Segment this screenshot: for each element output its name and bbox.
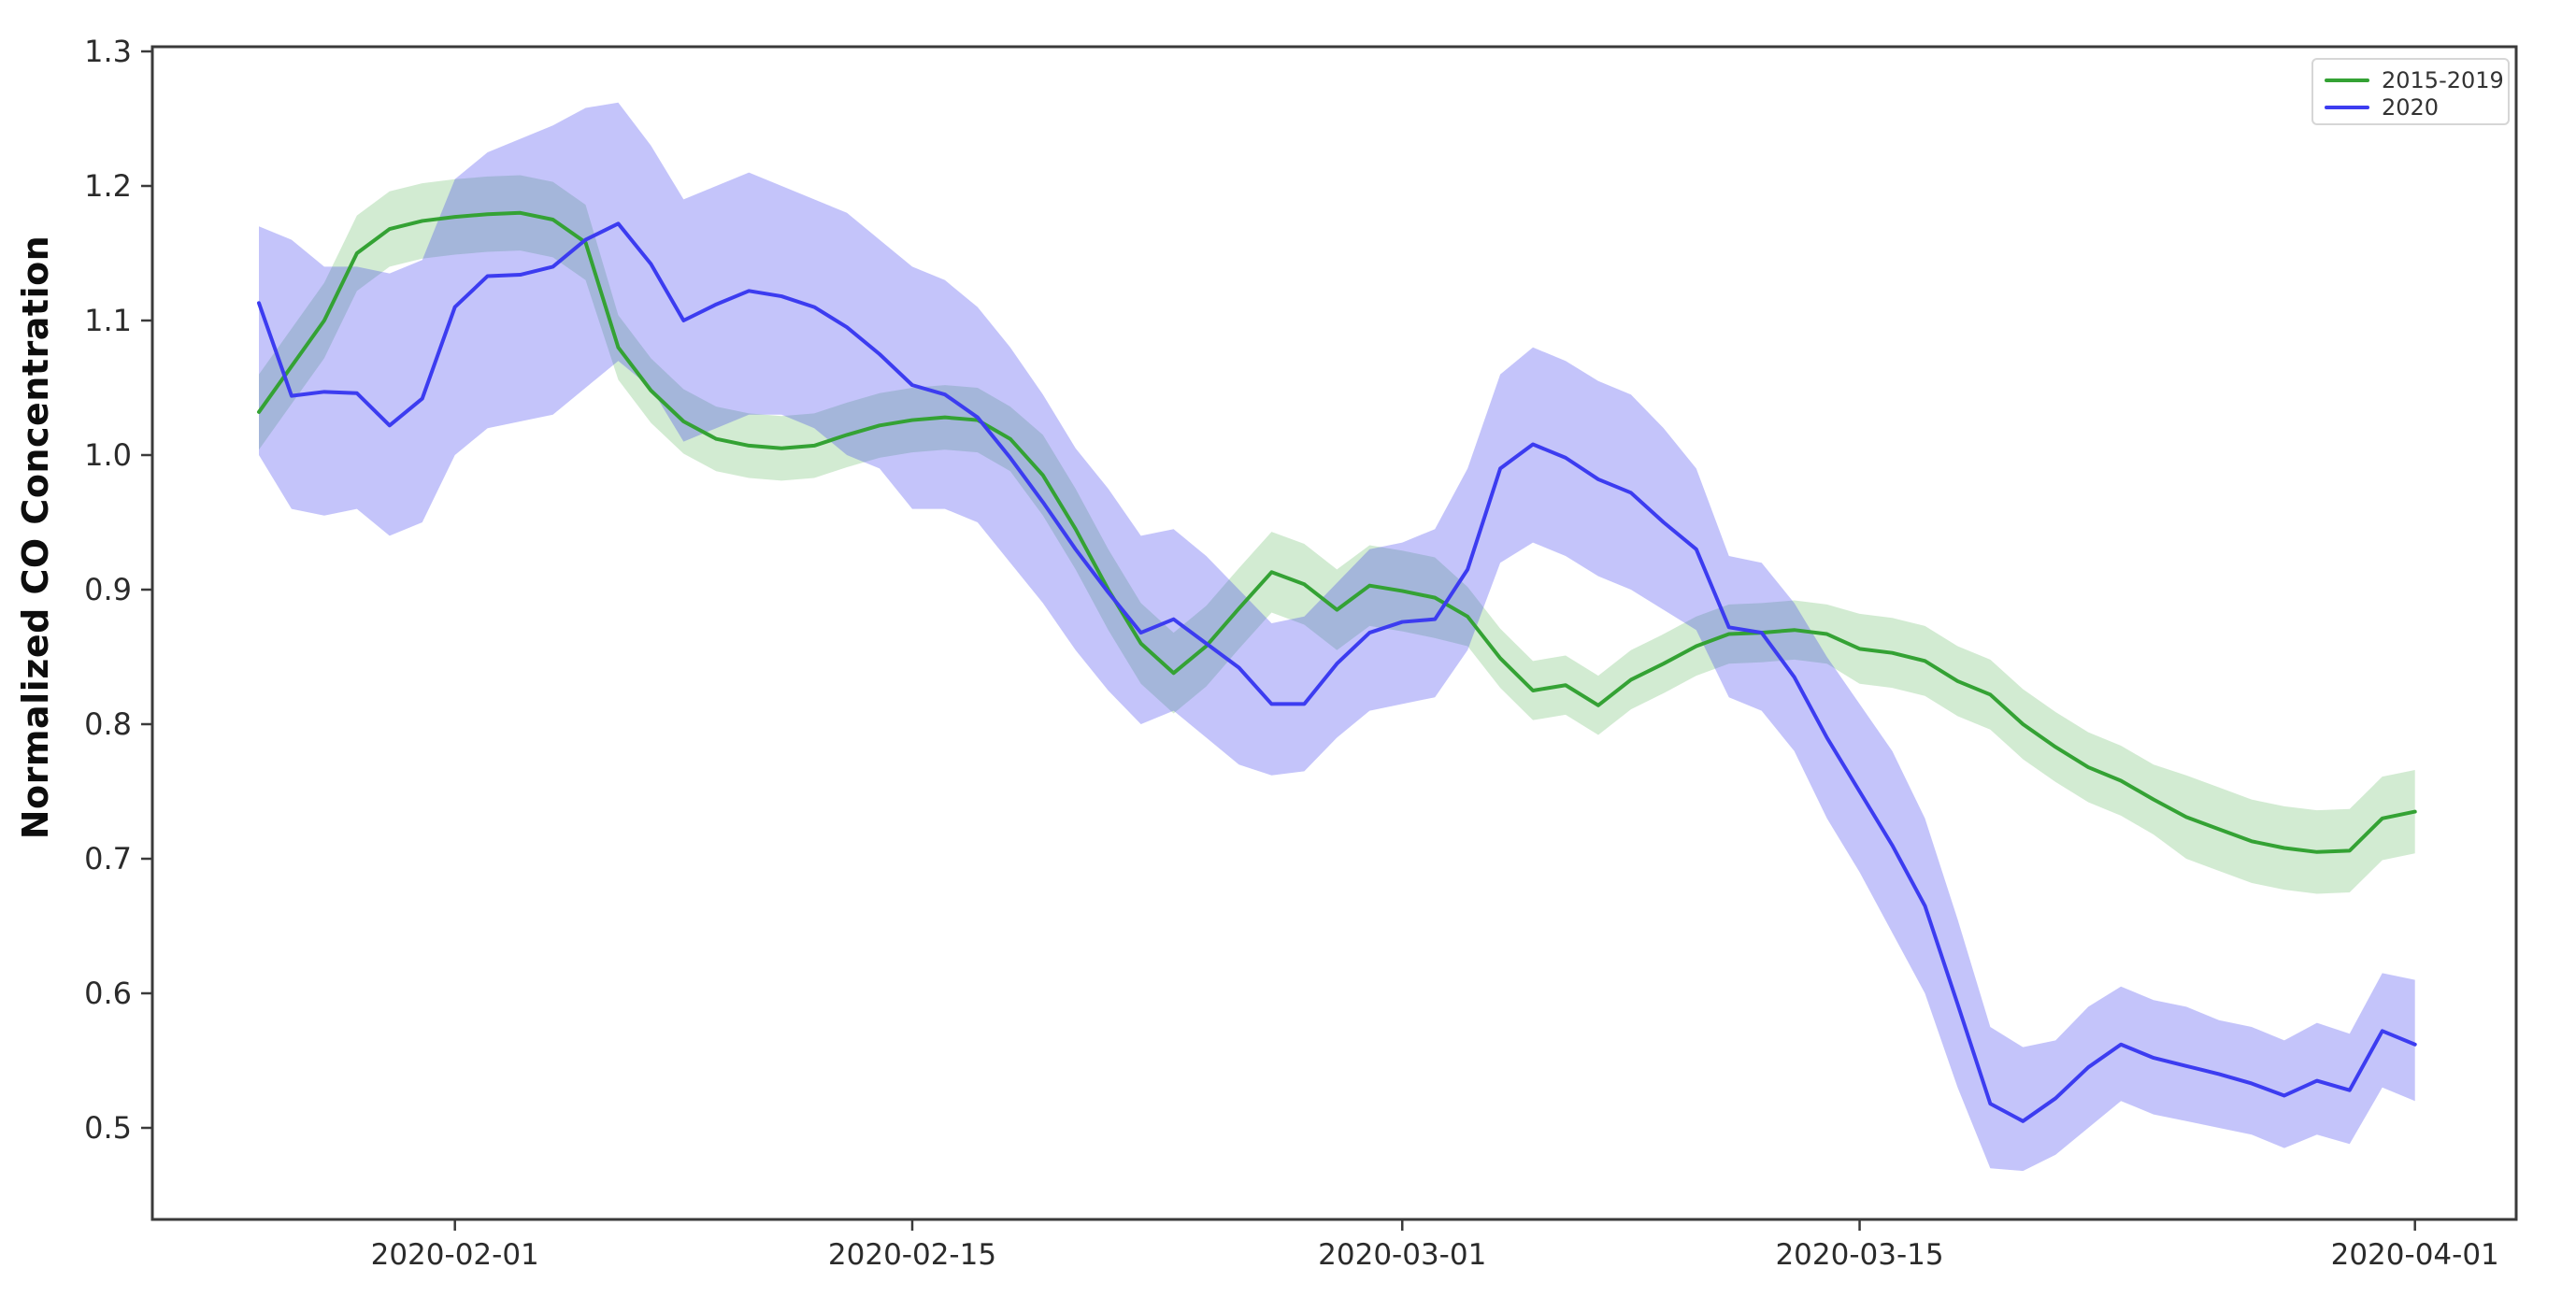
x-tick-label: 2020-02-01: [371, 1238, 539, 1272]
x-tick-label: 2020-03-01: [1318, 1238, 1486, 1272]
legend-label: 2015-2019: [2382, 66, 2504, 93]
series-line-2020: [257, 221, 2417, 1123]
x-tick-label: 2020-02-15: [828, 1238, 996, 1272]
y-tick-label: 1.0: [84, 437, 132, 473]
legend-label: 2020: [2382, 93, 2440, 121]
legend: 2015-2019 2020: [2311, 58, 2510, 125]
y-tick-label: 1.3: [84, 34, 132, 69]
legend-swatch-blue-line: [2325, 105, 2369, 109]
series-line-2015-2019: [257, 210, 2417, 854]
legend-entry-2020: 2020: [2325, 93, 2500, 121]
series-band-2020: [259, 102, 2415, 1172]
y-axis-title: Normalized CO Concentration: [15, 235, 56, 840]
x-tick-label: 2020-03-15: [1775, 1238, 1943, 1272]
x-tick-label: 2020-04-01: [2331, 1238, 2499, 1272]
legend-entry-2015-2019: 2015-2019: [2325, 66, 2504, 93]
y-tick-label: 0.5: [84, 1110, 132, 1146]
y-tick-label: 0.6: [84, 976, 132, 1011]
y-tick-label: 0.7: [84, 841, 132, 877]
legend-swatch-green-line: [2325, 78, 2369, 82]
plot-border: [150, 45, 2518, 1221]
y-tick-label: 1.2: [84, 168, 132, 204]
y-tick-label: 0.9: [84, 572, 132, 607]
y-tick-label: 0.8: [84, 706, 132, 742]
y-tick-label: 1.1: [84, 303, 132, 338]
